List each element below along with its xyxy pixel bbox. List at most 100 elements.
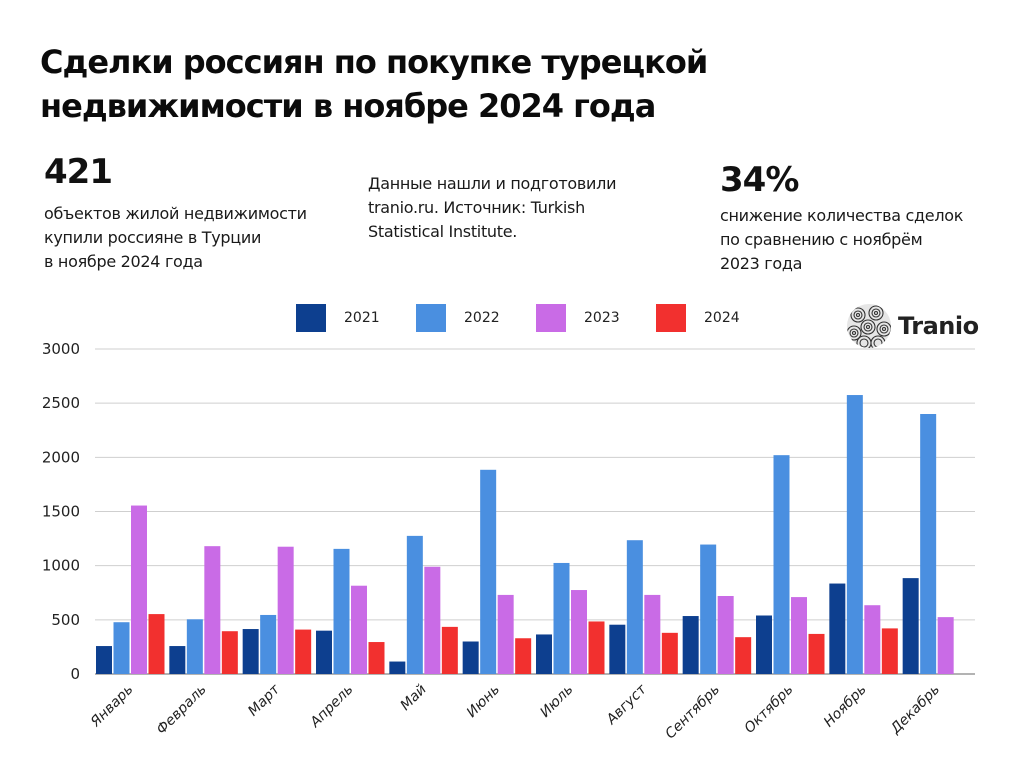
x-tick-label: Июнь xyxy=(464,682,503,721)
legend-item-2023: 2023 xyxy=(536,303,624,333)
x-tick-label: Апрель xyxy=(307,682,357,732)
legend-swatch-2024 xyxy=(656,304,686,332)
stat-value: 421 xyxy=(44,152,113,192)
stat-line: в ноябре 2024 года xyxy=(44,252,203,271)
bar-2024-1 xyxy=(148,614,165,674)
bar-2024-2 xyxy=(221,631,238,674)
legend-item-2022: 2022 xyxy=(416,303,504,333)
legend-swatch-2021 xyxy=(296,304,326,332)
bar-2023-9 xyxy=(717,596,734,674)
bar-2023-12 xyxy=(937,617,954,674)
legend-swatch-2022 xyxy=(416,304,446,332)
bar-2022-5 xyxy=(406,535,423,674)
bar-2022-4 xyxy=(333,548,350,674)
stat-purchased-objects: 421 объектов жилой недвижимости купили р… xyxy=(44,152,344,274)
x-tick-label: Февраль xyxy=(154,682,210,738)
x-tick-label: Декабрь xyxy=(887,682,943,738)
bar-2023-3 xyxy=(277,546,294,674)
bar-2023-10 xyxy=(791,597,807,674)
legend-swatch-2023 xyxy=(536,304,566,332)
bar-2024-3 xyxy=(295,629,312,674)
stat-line: снижение количества сделок xyxy=(720,206,964,225)
bar-2024-4 xyxy=(368,642,385,674)
legend-label: 2022 xyxy=(464,310,500,326)
y-tick-label: 500 xyxy=(51,611,80,629)
x-tick-label: Ноябрь xyxy=(821,682,870,731)
bar-2024-9 xyxy=(735,637,752,674)
x-axis-ticks: Январь Февраль Март Апрель Май Июнь Июль Август… xyxy=(87,681,943,742)
bar-2022-8 xyxy=(626,540,643,674)
stat-line: 2023 года xyxy=(720,254,803,273)
bar-2023-4 xyxy=(351,585,367,674)
bar-2022-2 xyxy=(186,619,203,674)
legend-label: 2023 xyxy=(584,310,620,326)
source-note: Данные нашли и подготовили tranio.ru. Ис… xyxy=(368,172,658,244)
bar-2023-6 xyxy=(497,594,514,674)
bars xyxy=(96,395,954,674)
stat-line: купили россияне в Турции xyxy=(44,228,262,247)
stat-line: по сравнению с ноябрём xyxy=(720,230,923,249)
stat-description: объектов жилой недвижимости купили росси… xyxy=(44,202,344,274)
bar-2023-7 xyxy=(571,590,587,674)
source-line: Данные нашли и подготовили xyxy=(368,174,617,193)
y-tick-label: 3000 xyxy=(42,340,80,358)
legend-item-2024: 2024 xyxy=(656,303,744,333)
bar-2021-11 xyxy=(829,583,846,674)
stat-line: объектов жилой недвижимости xyxy=(44,204,307,223)
bar-2023-5 xyxy=(424,566,441,674)
bar-2023-2 xyxy=(204,546,221,674)
bar-2021-3 xyxy=(242,629,259,674)
x-tick-label: Март xyxy=(245,681,284,720)
bar-2022-7 xyxy=(553,562,570,674)
bar-2021-8 xyxy=(609,624,626,674)
y-tick-label: 2500 xyxy=(42,394,80,412)
bar-2021-2 xyxy=(169,646,186,674)
bar-2024-5 xyxy=(441,626,458,674)
bar-2023-11 xyxy=(864,605,881,674)
x-tick-label: Июль xyxy=(537,682,576,721)
x-tick-label: Октябрь xyxy=(741,682,796,737)
x-tick-label: Август xyxy=(603,681,650,728)
bar-2022-1 xyxy=(113,622,130,674)
y-tick-label: 1000 xyxy=(42,557,80,575)
bar-2021-12 xyxy=(902,578,919,674)
y-tick-label: 2000 xyxy=(42,448,80,466)
bar-2022-11 xyxy=(846,395,863,674)
bar-2024-8 xyxy=(661,632,678,674)
bar-2023-1 xyxy=(131,505,147,674)
stat-decline: 34% снижение количества сделок по сравне… xyxy=(720,160,1000,276)
stat-description: снижение количества сделок по сравнению … xyxy=(720,204,1000,276)
bar-2022-9 xyxy=(700,544,717,674)
grid-lines xyxy=(95,348,975,675)
bar-2024-11 xyxy=(881,628,898,674)
y-tick-label: 0 xyxy=(70,665,80,683)
y-axis-ticks: 0 500 1000 1500 2000 2500 3000 xyxy=(42,340,80,683)
bar-2021-7 xyxy=(536,634,552,674)
logo-text: Tranio xyxy=(898,312,979,340)
bar-2024-6 xyxy=(515,638,532,674)
bar-2024-10 xyxy=(808,633,825,674)
page-title: Сделки россиян по покупке турецкой недви… xyxy=(40,43,708,125)
source-description: Данные нашли и подготовили tranio.ru. Ис… xyxy=(368,172,658,244)
bar-2022-10 xyxy=(773,455,790,674)
y-tick-label: 1500 xyxy=(42,503,80,521)
legend-label: 2024 xyxy=(704,310,740,326)
x-tick-label: Январь xyxy=(87,682,136,731)
legend-item-2021: 2021 xyxy=(296,303,384,333)
bar-2022-12 xyxy=(920,414,937,674)
bar-chart: 0 500 1000 1500 2000 2500 3000 Январь Февраль Ма… xyxy=(42,340,975,742)
legend-label: 2021 xyxy=(344,310,380,326)
bar-2023-8 xyxy=(644,594,661,674)
bar-2022-6 xyxy=(480,469,497,674)
source-line: Statistical Institute. xyxy=(368,222,518,241)
x-tick-label: Сентябрь xyxy=(662,682,723,743)
x-tick-label: Май xyxy=(397,682,429,714)
bar-2021-9 xyxy=(682,616,699,674)
bar-2021-5 xyxy=(389,661,406,674)
stat-value: 34% xyxy=(720,160,799,200)
tranio-logo: Tranio xyxy=(846,303,979,349)
bar-2022-3 xyxy=(260,614,277,674)
spiral-globe-icon xyxy=(847,304,891,348)
chart-legend: 2021 2022 2023 2024 xyxy=(296,303,776,333)
bar-2024-7 xyxy=(588,621,605,674)
